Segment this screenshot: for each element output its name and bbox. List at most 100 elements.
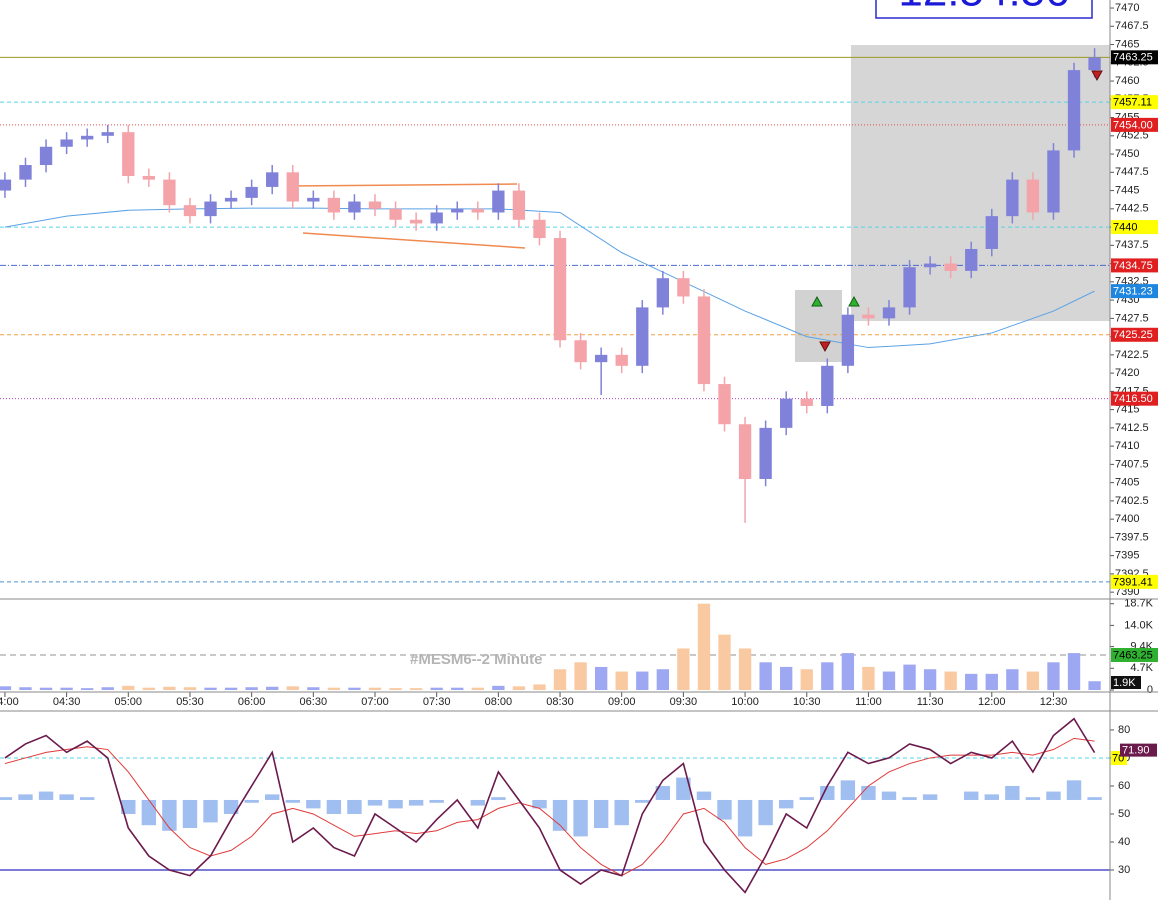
histogram-bar <box>38 791 54 800</box>
volume-bar <box>1026 671 1040 690</box>
volume-bar <box>245 687 258 690</box>
candle-body <box>697 296 711 385</box>
candle-body <box>327 197 341 213</box>
y-tick-label: 7412.5 <box>1115 422 1149 434</box>
histogram-bar <box>162 799 177 831</box>
candle-body <box>224 197 238 202</box>
candle-body <box>862 314 875 319</box>
candle-body <box>266 172 279 187</box>
volume-bar <box>183 687 197 690</box>
histogram-bar <box>79 797 95 800</box>
price-tag-box <box>1111 327 1158 342</box>
osc-line <box>4 737 1095 877</box>
price-tag: 1.9K <box>1113 677 1136 689</box>
x-tick-label: 12:30 <box>1040 696 1068 708</box>
candle-body <box>512 190 526 220</box>
volume-bar <box>430 687 443 690</box>
price-tag-box <box>1111 220 1158 235</box>
volume-bar <box>471 687 484 690</box>
x-tick-label: 07:00 <box>361 696 389 708</box>
histogram-bar <box>121 799 136 814</box>
candle-body <box>19 165 32 180</box>
candle-body <box>163 179 176 206</box>
candle-body <box>245 186 258 198</box>
x-tick-label: 07:30 <box>423 696 451 708</box>
zone-box <box>851 45 1110 321</box>
y-tick-label: 50 <box>1118 808 1130 820</box>
candle-body <box>183 205 197 217</box>
trend-line <box>289 183 518 187</box>
x-tick-label: 06:30 <box>300 696 328 708</box>
volume-bar <box>39 687 53 690</box>
x-tick-label: 05:00 <box>115 696 143 708</box>
histogram-bar <box>840 780 856 800</box>
price-tag: 71.90 <box>1122 745 1150 757</box>
histogram-bar <box>717 799 732 820</box>
price-tag-box <box>1111 284 1158 299</box>
histogram-bar <box>347 799 362 814</box>
volume-bar <box>19 687 32 690</box>
candle-body <box>615 354 628 366</box>
histogram-bar <box>59 794 74 800</box>
histogram-bar <box>306 799 321 809</box>
histogram-bar <box>429 799 444 803</box>
sell-signal <box>1091 70 1103 82</box>
histogram-bar <box>758 799 773 826</box>
y-tick-label: 7390 <box>1115 586 1139 598</box>
candle-body <box>821 365 834 406</box>
y-tick-label: 7442.5 <box>1115 203 1149 215</box>
volume-bar <box>81 688 94 690</box>
candle-body <box>553 238 567 341</box>
price-tag: 7416.50 <box>1113 393 1153 405</box>
volume-bar <box>923 669 937 690</box>
volume-bar <box>841 653 855 690</box>
x-tick-label: 05:30 <box>176 696 204 708</box>
histogram-bar <box>655 785 671 800</box>
volume-bar <box>60 687 73 690</box>
sell-signal <box>819 341 831 353</box>
volume-bar <box>718 634 731 690</box>
y-tick-label: 7395 <box>1115 550 1139 562</box>
volume-bar <box>759 662 772 690</box>
price-tag-box <box>1120 743 1157 757</box>
volume-bar <box>903 664 916 690</box>
y-tick-label: 0 <box>1147 684 1153 696</box>
histogram-bar <box>635 799 650 803</box>
y-tick-label: 7420 <box>1115 367 1139 379</box>
histogram-bar <box>203 799 218 823</box>
volume-bar <box>636 671 649 690</box>
volume-bar <box>677 648 690 690</box>
candle-body <box>204 201 217 217</box>
x-tick-label: 09:30 <box>670 696 698 708</box>
clock: 12:54:56 <box>898 0 1069 16</box>
y-tick-label: 18.7K <box>1124 598 1153 610</box>
buy-signal <box>811 295 823 307</box>
candle-body <box>492 190 505 213</box>
histogram-bar <box>1025 797 1041 800</box>
volume-bar <box>594 666 608 690</box>
volume-bar <box>492 685 505 690</box>
candle-body <box>594 354 608 363</box>
candle-body <box>923 263 937 268</box>
candle-body <box>1006 179 1019 217</box>
volume-bar <box>348 687 361 690</box>
candle-body <box>81 135 94 140</box>
volume-bar <box>1047 662 1060 690</box>
volume-bar <box>163 686 176 690</box>
y-tick-label: 7415 <box>1115 404 1139 416</box>
y-tick-label: 40 <box>1118 836 1130 848</box>
histogram-bar <box>799 797 814 800</box>
buy-signal <box>848 295 860 307</box>
volume-bar <box>533 684 546 690</box>
price-tag-box <box>1111 574 1158 589</box>
candle-body <box>451 208 464 213</box>
x-tick-label: 12:00 <box>978 696 1006 708</box>
volume-bar <box>389 688 402 690</box>
candle-body <box>718 384 731 425</box>
y-tick-label: 7405 <box>1115 477 1139 489</box>
histogram-bar <box>902 797 917 800</box>
x-tick-label: 06:00 <box>238 696 266 708</box>
y-tick-label: 7422.5 <box>1115 349 1149 361</box>
